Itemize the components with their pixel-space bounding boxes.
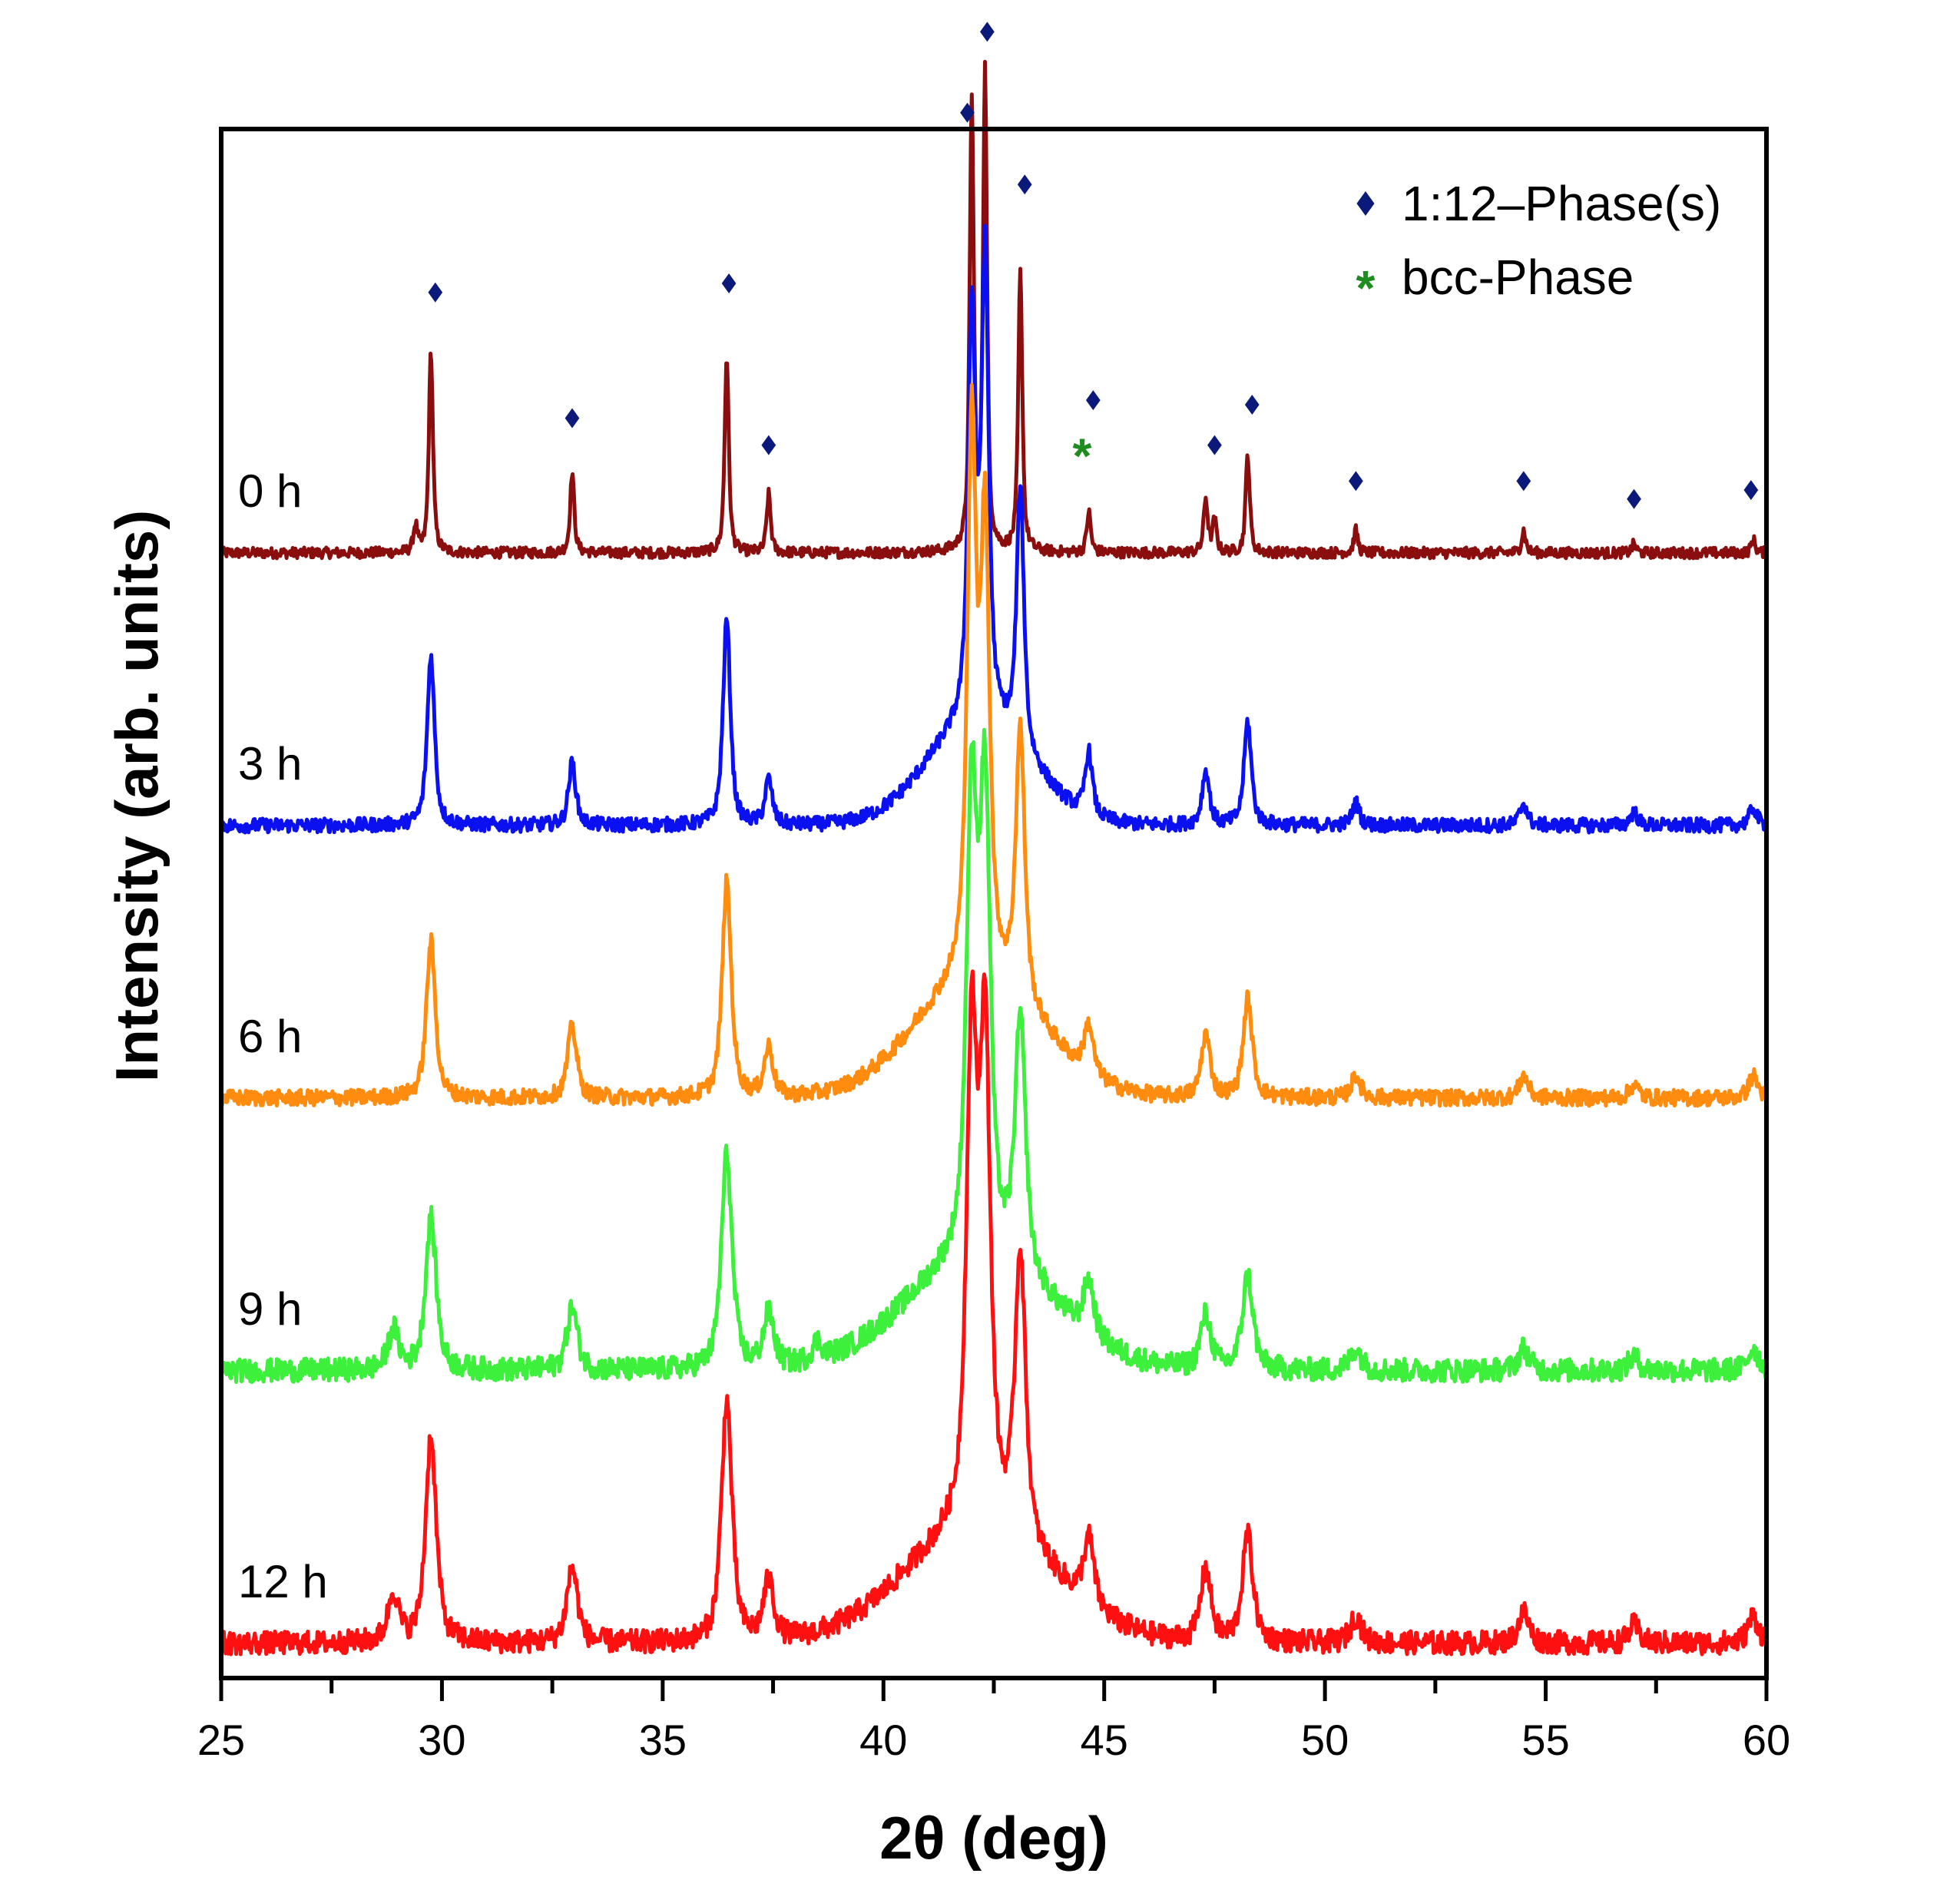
peak-diamond-marker (721, 273, 737, 293)
peak-diamond-marker (1085, 390, 1101, 411)
y-axis-title: Intensity (arb. units) (103, 510, 171, 1082)
peak-diamond-marker (1207, 435, 1222, 455)
series-curve-3h (219, 223, 1769, 835)
series-label-12h: 12 h (238, 1556, 328, 1607)
series-curve-6h (219, 382, 1769, 1108)
x-axis-ticks: 25 30 35 40 45 50 55 60 (197, 1678, 1790, 1764)
peak-diamond-marker (1349, 471, 1363, 492)
series-curve-0h (219, 59, 1769, 561)
legend-label-bcc-phase: bcc-Phase (1402, 250, 1634, 305)
x-tick-label: 45 (1081, 1716, 1128, 1764)
series-curve-9h (219, 727, 1769, 1385)
peak-diamond-marker (1516, 471, 1531, 492)
x-tick-label: 25 (197, 1716, 245, 1764)
x-axis-title: 2θ (deg) (879, 1804, 1108, 1872)
x-tick-label: 40 (859, 1716, 907, 1764)
peak-diamond-marker (1017, 174, 1032, 195)
series-curve-12h (220, 969, 1769, 1657)
series-label-6h: 6 h (238, 1011, 302, 1062)
series-labels: 0 h 3 h 6 h 9 h 12 h (238, 465, 328, 1607)
series-label-9h: 9 h (238, 1283, 302, 1335)
legend-label-1-12-phase: 1:12–Phase(s) (1402, 176, 1721, 231)
peak-asterisk-marker: * (1073, 428, 1092, 483)
peak-diamond-marker (761, 435, 776, 455)
x-tick-label: 55 (1521, 1716, 1569, 1764)
peak-diamond-marker (428, 282, 443, 303)
series-curves (219, 59, 1769, 1657)
peak-diamond-marker (980, 22, 995, 42)
peak-diamond-marker (1743, 480, 1759, 501)
legend-diamond-icon (1356, 191, 1375, 216)
x-tick-label: 30 (418, 1716, 465, 1764)
peak-diamond-marker (1244, 394, 1260, 415)
legend: 1:12–Phase(s) * bcc-Phase (1356, 176, 1722, 316)
legend-asterisk-icon: * (1356, 260, 1376, 316)
peak-markers: * (428, 22, 1759, 509)
series-label-3h: 3 h (238, 738, 302, 789)
peak-diamond-marker (564, 408, 580, 429)
series-label-0h: 0 h (238, 465, 302, 517)
x-tick-label: 35 (639, 1716, 687, 1764)
x-tick-label: 60 (1743, 1716, 1790, 1764)
plot-frame (219, 127, 1769, 1680)
peak-diamond-marker (960, 102, 975, 123)
x-tick-label: 50 (1301, 1716, 1349, 1764)
peak-diamond-marker (1627, 488, 1641, 509)
